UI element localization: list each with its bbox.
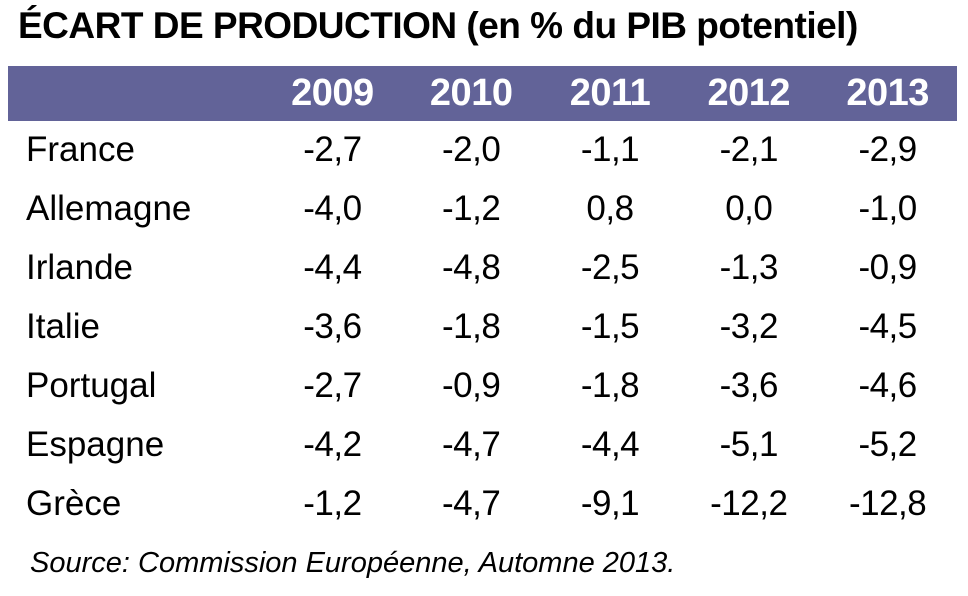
value-cell: -4,7 <box>442 484 501 524</box>
table-row-espagne: Espagne -4,2 -4,7 -4,4 -5,1 -5,2 <box>8 416 957 475</box>
value-cell: -4,6 <box>858 366 917 406</box>
value-cell: -1,5 <box>580 307 640 347</box>
page-title: ÉCART DE PRODUCTION (en % du PIB potenti… <box>18 5 858 46</box>
year-header-2009: 2009 <box>263 65 402 121</box>
country-label: Grèce <box>26 484 122 524</box>
year-header-2012: 2012 <box>679 65 819 121</box>
table-body: France -2,7 -2,0 -1,1 -2,1 -2,9 Allemagn… <box>8 121 957 534</box>
country-label: Allemagne <box>26 189 192 229</box>
value-cell: -5,1 <box>719 425 779 465</box>
year-header-2011: 2011 <box>540 65 680 121</box>
value-cell: -2,9 <box>858 130 917 170</box>
value-cell: -1,3 <box>719 248 779 288</box>
table-row-portugal: Portugal -2,7 -0,9 -1,8 -3,6 -4,6 <box>8 357 957 416</box>
value-cell: -1,8 <box>580 366 640 406</box>
value-cell: -2,1 <box>719 130 779 170</box>
year-header-row: 2009 2010 2011 2012 2013 <box>8 65 957 121</box>
country-label: Italie <box>26 307 100 347</box>
value-cell: -0,9 <box>442 366 501 406</box>
value-cell: 0,0 <box>725 189 773 229</box>
country-label: Portugal <box>26 366 157 406</box>
table-row-irlande: Irlande -4,4 -4,8 -2,5 -1,3 -0,9 <box>8 239 957 298</box>
table-row-grece: Grèce -1,2 -4,7 -9,1 -12,2 -12,8 <box>8 475 957 534</box>
value-cell: -3,6 <box>719 366 779 406</box>
value-cell: -4,2 <box>303 425 362 465</box>
table-row-italie: Italie -3,6 -1,8 -1,5 -3,2 -4,5 <box>8 298 957 357</box>
value-cell: -12,2 <box>710 484 788 524</box>
value-cell: -4,5 <box>858 307 917 347</box>
value-cell: -2,0 <box>442 130 501 170</box>
value-cell: -2,7 <box>303 130 362 170</box>
value-cell: -4,4 <box>303 248 362 288</box>
table-row-france: France -2,7 -2,0 -1,1 -2,1 -2,9 <box>8 121 957 180</box>
year-header-2013: 2013 <box>818 65 957 121</box>
value-cell: -1,0 <box>858 189 917 229</box>
value-cell: -2,7 <box>303 366 362 406</box>
table-header: 2009 2010 2011 2012 2013 <box>8 65 957 121</box>
value-cell: -1,1 <box>580 130 640 170</box>
value-cell: -2,5 <box>580 248 640 288</box>
value-cell: -1,2 <box>442 189 501 229</box>
table-row-allemagne: Allemagne -4,0 -1,2 0,8 0,0 -1,0 <box>8 180 957 239</box>
value-cell: -4,4 <box>580 425 640 465</box>
value-cell: -12,8 <box>848 484 927 524</box>
value-cell: -4,7 <box>442 425 501 465</box>
source-note: Source: Commission Européenne, Automne 2… <box>30 546 676 579</box>
country-label: France <box>26 130 135 170</box>
country-label: Irlande <box>26 248 134 288</box>
value-cell: -0,9 <box>858 248 917 288</box>
country-label: Espagne <box>26 425 165 465</box>
value-cell: -9,1 <box>580 484 640 524</box>
value-cell: -4,0 <box>303 189 362 229</box>
value-cell: -5,2 <box>858 425 917 465</box>
value-cell: -1,8 <box>442 307 501 347</box>
corner-cell <box>8 65 263 121</box>
value-cell: 0,8 <box>586 189 634 229</box>
year-header-2010: 2010 <box>401 65 541 121</box>
value-cell: -1,2 <box>303 484 362 524</box>
value-cell: -4,8 <box>442 248 501 288</box>
production-gap-table: 2009 2010 2011 2012 2013 France -2,7 -2,… <box>8 65 957 534</box>
value-cell: -3,2 <box>719 307 779 347</box>
value-cell: -3,6 <box>303 307 362 347</box>
